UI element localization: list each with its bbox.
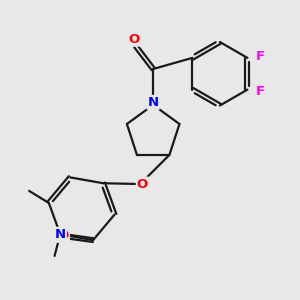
Text: O: O	[128, 33, 140, 46]
Text: O: O	[58, 229, 69, 242]
Text: O: O	[137, 178, 148, 190]
Text: N: N	[55, 228, 66, 241]
Text: N: N	[148, 96, 159, 109]
Text: F: F	[256, 50, 265, 63]
Text: F: F	[256, 85, 265, 98]
